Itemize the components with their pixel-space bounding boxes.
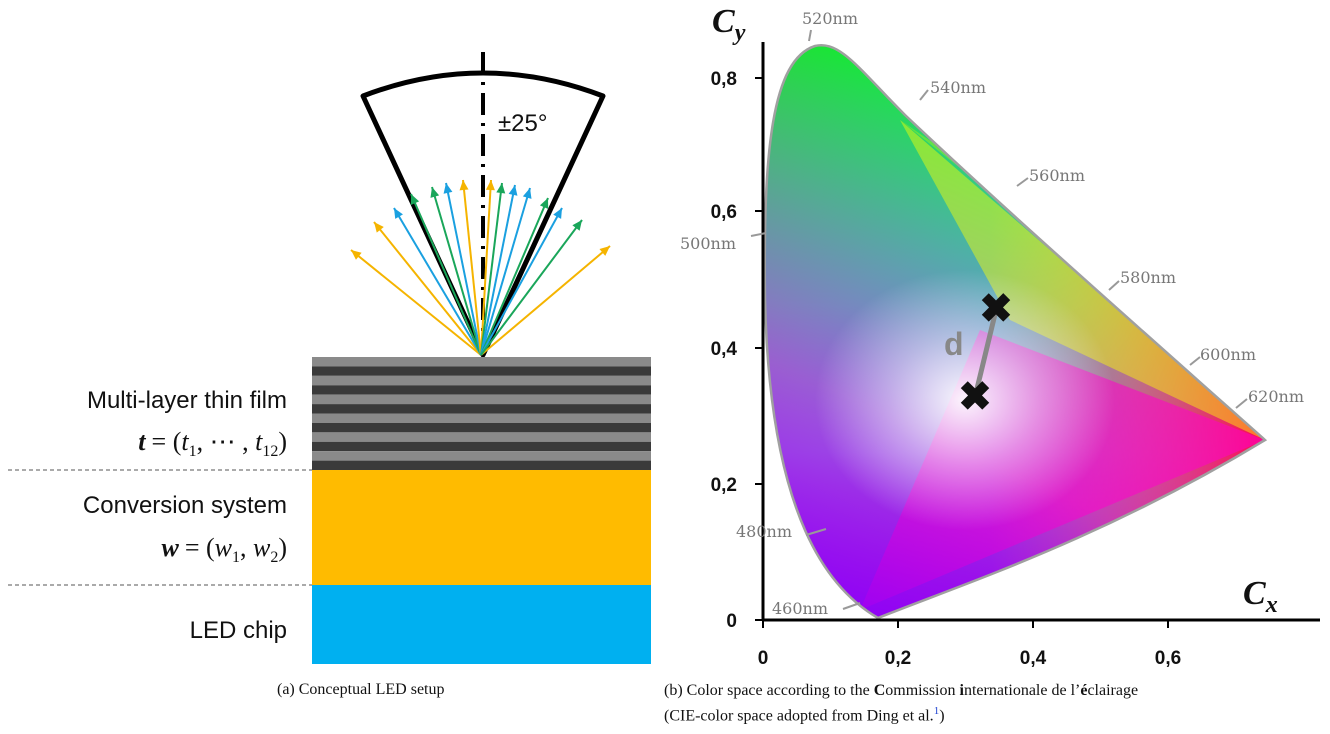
wavelength-marker: 460nm <box>772 599 861 618</box>
wavelength-marker: 520nm <box>802 9 858 42</box>
y-tick-label: 0,2 <box>711 475 737 496</box>
wavelength-marker: 600nm <box>1189 345 1256 366</box>
light-ray <box>480 219 583 356</box>
svg-text:540nm: 540nm <box>930 78 986 97</box>
distance-segment <box>972 309 999 398</box>
film-layer <box>312 366 651 376</box>
wavelength-marker: 560nm <box>1016 166 1085 187</box>
y-tick-label: 0,4 <box>711 339 738 360</box>
led-chip-layer <box>312 585 651 664</box>
light-ray <box>480 197 549 356</box>
film-layer <box>312 404 651 414</box>
light-ray <box>350 249 482 356</box>
led-chip-label: LED chip <box>190 617 287 644</box>
film-layer <box>312 385 651 395</box>
svg-text:460nm: 460nm <box>772 599 828 618</box>
light-ray <box>393 207 482 356</box>
x-tick-label: 0 <box>758 648 769 669</box>
light-ray <box>443 182 482 356</box>
thin-film-stack <box>312 357 651 471</box>
cie-color-space: 0 0,2 0,4 0,6 0 0,2 0,4 0,6 0,8 Cy Cx 520nm 540nm… <box>680 3 1320 669</box>
conversion-equation: w = (w1, w2) <box>161 533 287 566</box>
film-layer <box>312 394 651 405</box>
light-ray <box>480 182 506 356</box>
film-layer <box>312 451 651 461</box>
film-layer <box>312 413 651 423</box>
conversion-layer <box>312 470 651 585</box>
thin-film-equation: t = (t1, ⋯ , t12) <box>138 427 287 460</box>
x-tick-label: 0,6 <box>1155 648 1181 669</box>
y-tick-label: 0 <box>726 611 737 632</box>
svg-text:600nm: 600nm <box>1200 345 1256 364</box>
film-layer <box>312 432 651 442</box>
light-ray <box>480 179 495 356</box>
light-ray <box>480 245 611 356</box>
angle-label: ±25° <box>498 110 547 137</box>
x-tick-label: 0,4 <box>1020 648 1047 669</box>
film-layer <box>312 422 651 433</box>
x-tick-label: 0,2 <box>885 648 911 669</box>
y-tick-label: 0,6 <box>711 202 737 223</box>
wavelength-marker: 500nm <box>680 232 767 253</box>
svg-text:520nm: 520nm <box>802 9 858 28</box>
light-rays <box>350 179 611 356</box>
spectral-locus <box>763 43 1268 620</box>
light-ray <box>480 187 532 356</box>
light-ray <box>373 221 482 356</box>
light-ray <box>480 207 563 356</box>
svg-text:580nm: 580nm <box>1120 268 1176 287</box>
cie-gamut <box>764 45 1265 619</box>
cross-marker: ✖ <box>979 287 1013 331</box>
wavelength-markers: 520nm 540nm 560nm 580nm 600nm 620nm 500nm 480nm… <box>680 9 1304 618</box>
wavelength-marker: 620nm <box>1235 387 1304 409</box>
film-layer <box>312 460 651 471</box>
light-ray <box>480 184 518 356</box>
caption-b: (b) Color space according to the Commiss… <box>664 682 1139 725</box>
light-ray <box>430 186 482 356</box>
film-layer <box>312 441 651 452</box>
svg-text:560nm: 560nm <box>1029 166 1085 185</box>
film-layer <box>312 357 651 367</box>
led-setup-diagram: ±25° Multi-layer thin film t = (t1, ⋯ , t… <box>8 52 651 664</box>
wavelength-marker: 540nm <box>919 78 986 101</box>
light-ray <box>410 193 482 356</box>
wavelength-marker: 580nm <box>1108 268 1176 291</box>
svg-text:500nm: 500nm <box>680 234 736 253</box>
svg-text:480nm: 480nm <box>736 522 792 541</box>
cross-marker: ✖ <box>958 375 992 419</box>
wavelength-marker: 480nm <box>736 522 827 541</box>
film-layer <box>312 375 651 386</box>
thin-film-label: Multi-layer thin film <box>87 387 287 414</box>
light-ray <box>459 179 482 356</box>
distance-label: d <box>944 326 964 362</box>
x-axis-label: Cx <box>1243 575 1278 618</box>
caption-a: (a) Conceptual LED setup <box>277 681 445 698</box>
y-tick-label: 0,8 <box>711 69 737 90</box>
svg-text:620nm: 620nm <box>1248 387 1304 406</box>
axis-ticks: 0 0,2 0,4 0,6 0 0,2 0,4 0,6 0,8 <box>711 69 1182 669</box>
y-axis-label: Cy <box>712 3 746 46</box>
conversion-label: Conversion system <box>83 492 287 519</box>
